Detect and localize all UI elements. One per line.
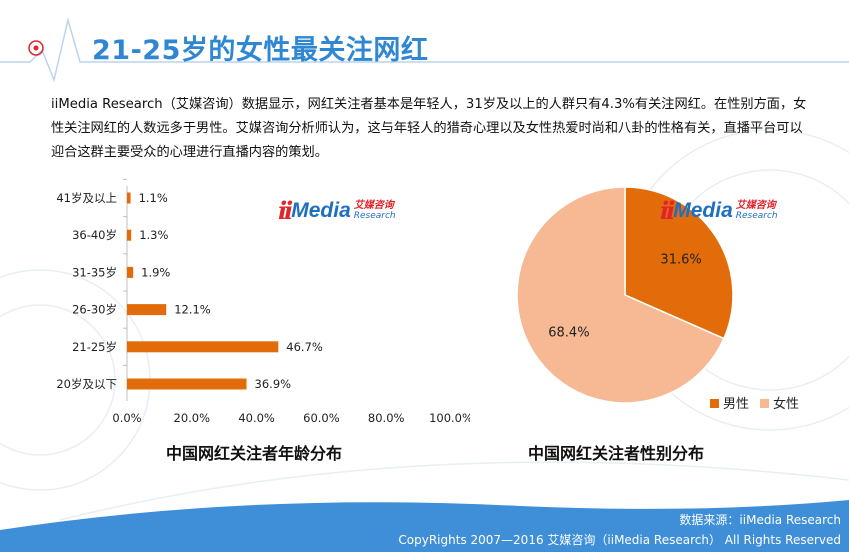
x-tick-label: 100.0% — [429, 411, 470, 425]
bar-value-label: 1.3% — [139, 228, 168, 242]
x-tick-label: 20.0% — [174, 411, 211, 425]
logo-cn: 艾媒咨询 — [735, 199, 776, 211]
pie-slice — [516, 186, 725, 404]
bar-value-label: 12.1% — [174, 303, 211, 317]
footer-band — [0, 500, 849, 552]
bar — [127, 341, 279, 353]
x-tick-label: 60.0% — [303, 411, 340, 425]
pie-slice — [624, 186, 734, 340]
pie-value-label: 31.6% — [660, 252, 701, 267]
category-label: 41岁及以上 — [56, 191, 117, 205]
x-tick-label: 40.0% — [238, 411, 275, 425]
legend-label: 男性 — [723, 397, 749, 412]
x-tick-label: 0.0% — [112, 411, 141, 425]
logo-media: Media — [291, 198, 351, 222]
brand-logo-right: ii Media 艾媒咨询 Research — [660, 196, 778, 225]
logo-mark: ii — [278, 196, 293, 225]
bar-value-label: 1.1% — [139, 191, 168, 205]
bar-value-label: 1.9% — [141, 265, 170, 279]
legend-label: 女性 — [773, 396, 799, 412]
page-title: 21-25岁的女性最关注网红 — [92, 35, 429, 66]
logo-mark: ii — [660, 196, 675, 225]
footer-copyright: CopyRights 2007—2016 艾媒咨询（iiMedia Resear… — [398, 533, 841, 547]
legend-swatch — [760, 399, 769, 408]
bar-value-label: 36.9% — [255, 377, 292, 391]
bar — [127, 304, 167, 316]
x-tick-label: 80.0% — [368, 411, 405, 425]
logo-research: Research — [353, 210, 396, 221]
pie-chart-title: 中国网红关注者性别分布 — [528, 444, 705, 463]
bar — [127, 192, 131, 204]
category-label: 26-30岁 — [72, 303, 117, 317]
bar — [127, 266, 134, 278]
age-distribution-bar-chart: 41岁及以上 1.1% 36-40岁 1.3% 31-35岁 1.9% 26-30岁 12.1… — [56, 178, 470, 425]
category-label: 20岁及以下 — [56, 377, 117, 391]
logo-media: Media — [673, 198, 733, 222]
signal-icon — [28, 40, 44, 56]
pie-value-label: 68.4% — [548, 326, 589, 341]
bar — [127, 229, 132, 241]
brand-logo-left: ii Media 艾媒咨询 Research — [278, 196, 396, 225]
bar-value-label: 46.7% — [286, 340, 323, 354]
logo-cn: 艾媒咨询 — [353, 199, 394, 211]
category-label: 31-35岁 — [72, 265, 117, 279]
header-divider — [0, 17, 849, 83]
bar-chart-title: 中国网红关注者年龄分布 — [166, 444, 343, 463]
legend-swatch — [710, 399, 719, 408]
gender-distribution-pie-chart: 31.6% 68.4% 男性 女性 — [516, 186, 799, 412]
footer-source: 数据来源：iiMedia Research — [679, 513, 841, 527]
intro-paragraph: iiMedia Research（艾媒咨询）数据显示，网红关注者基本是年轻人，3… — [51, 97, 807, 160]
category-label: 21-25岁 — [72, 340, 117, 354]
footer: 数据来源：iiMedia Research CopyRights 2007—20… — [0, 500, 849, 552]
bar — [127, 378, 247, 390]
category-label: 36-40岁 — [72, 228, 117, 242]
logo-research: Research — [735, 210, 778, 221]
